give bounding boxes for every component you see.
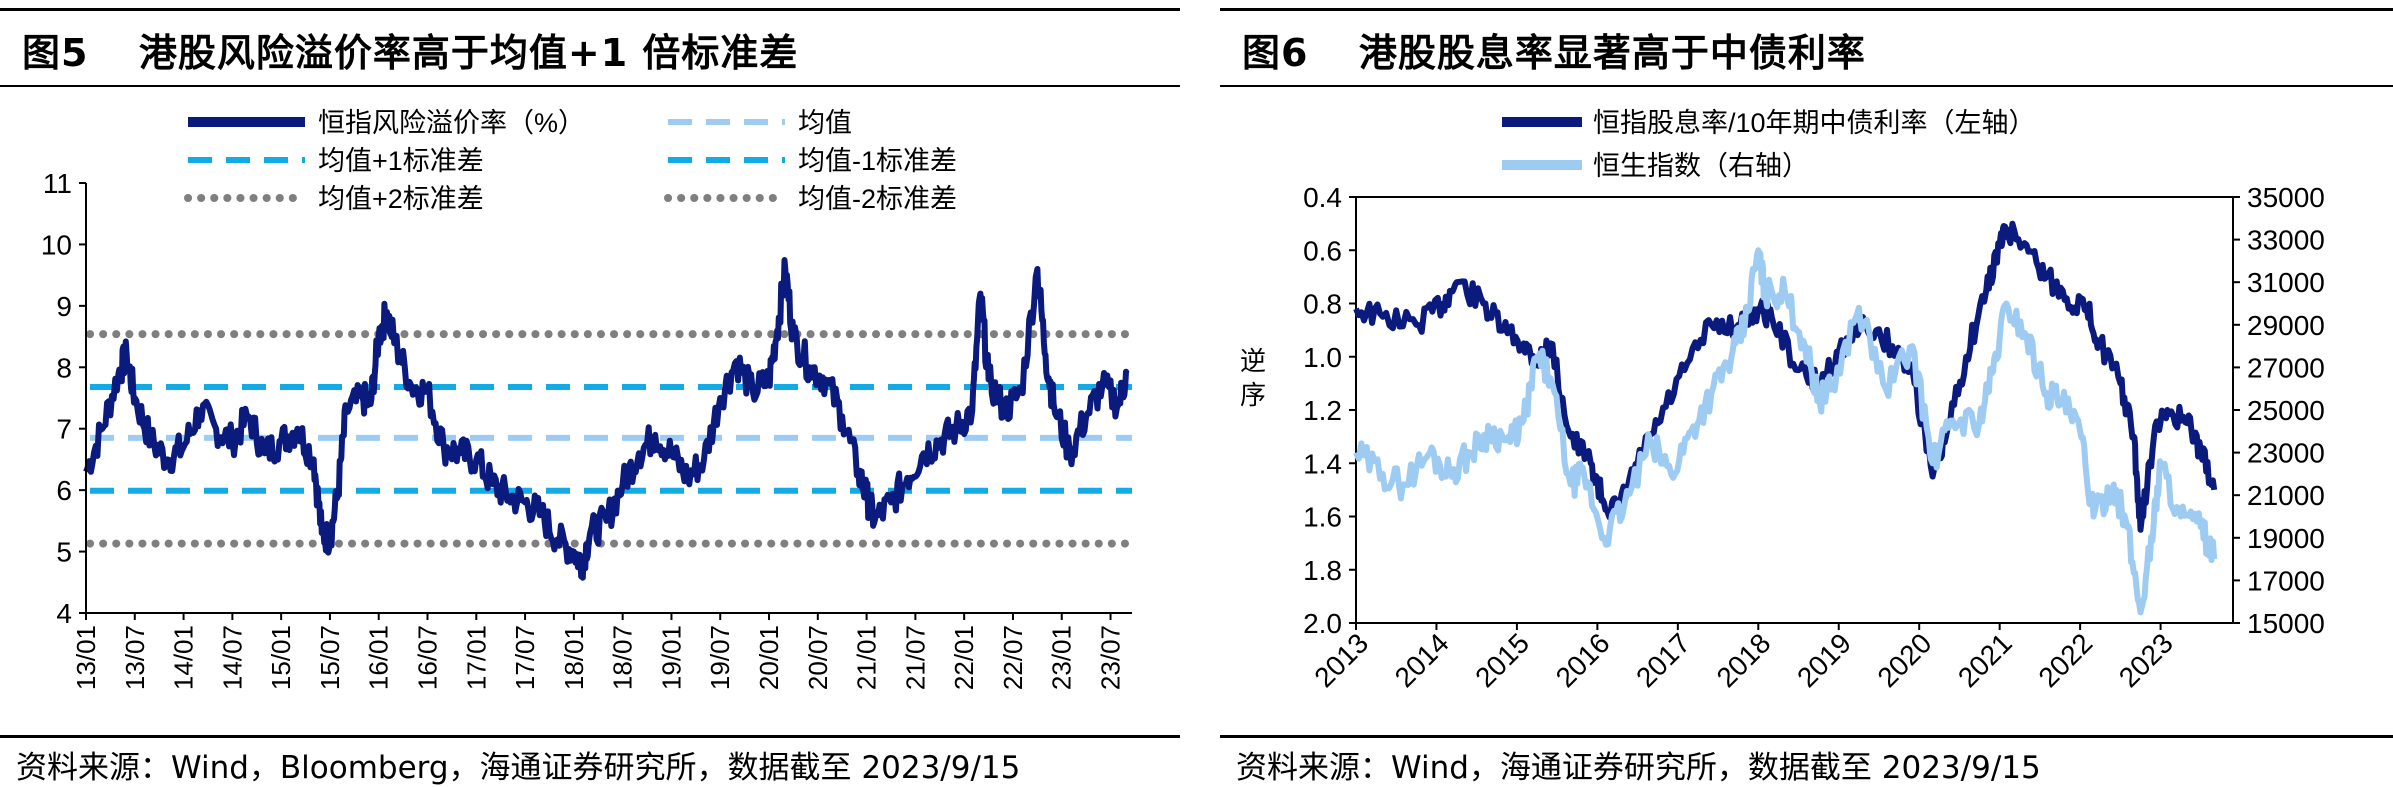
left-axis-label-reversed: 逆序 bbox=[1240, 346, 1266, 410]
x-tick-label: 2016 bbox=[1550, 627, 1616, 693]
left-y-tick-label: 0.6 bbox=[1303, 235, 1342, 266]
left-y-tick-label: 0.8 bbox=[1303, 289, 1342, 320]
y-tick-label: 8 bbox=[56, 352, 72, 383]
left-y-tick-label: 1.2 bbox=[1303, 395, 1342, 426]
x-tick-label: 23/07 bbox=[1096, 625, 1126, 690]
right-y-tick-label: 35000 bbox=[2247, 182, 2325, 213]
x-tick-label: 21/07 bbox=[900, 625, 930, 690]
x-tick-label: 15/07 bbox=[315, 625, 345, 690]
left-plot-area: 4 5 6 7 8 9 10 11 13/01 13/07 14/01 14/07 15/01 15/07… bbox=[41, 168, 1136, 690]
right-figure-title: 图6 港股股息率显著高于中债利率 bbox=[1242, 22, 1866, 77]
y-tick-label: 5 bbox=[56, 537, 72, 568]
x-tick-label: 15/01 bbox=[266, 625, 296, 690]
x-tick-label: 14/07 bbox=[217, 625, 247, 690]
x-tick-label: 16/01 bbox=[364, 625, 394, 690]
x-tick-label: 22/07 bbox=[998, 625, 1028, 690]
right-figure-number: 图6 bbox=[1242, 31, 1309, 75]
plot-frame bbox=[1355, 196, 2234, 624]
right-source-note: 资料来源：Wind，海通证券研究所，数据截至 2023/9/15 bbox=[1236, 750, 2041, 786]
x-tick-label: 17/07 bbox=[510, 625, 540, 690]
legend-label-index-premium: 恒指风险溢价率（%） bbox=[318, 108, 585, 138]
right-y-tick-label: 31000 bbox=[2247, 267, 2325, 298]
bottom-rule bbox=[0, 735, 1180, 738]
right-figure-panel: 图6 港股股息率显著高于中债利率 恒指股息率/10年期中债利率（左轴） 恒生指数… bbox=[1220, 0, 2393, 786]
left-figure-title: 图5 港股风险溢价率高于均值+1 倍标准差 bbox=[22, 22, 798, 77]
x-tick-label: 20/01 bbox=[754, 625, 784, 690]
left-y-tick-label: 1.0 bbox=[1303, 342, 1342, 373]
x-tick-label: 2017 bbox=[1630, 627, 1696, 693]
x-tick-label: 16/07 bbox=[413, 625, 443, 690]
right-y-tick-label: 33000 bbox=[2247, 225, 2325, 256]
legend-label-hang-seng-index: 恒生指数（右轴） bbox=[1593, 151, 1809, 181]
legend-label-mean-minus-2sd: 均值-2标准差 bbox=[798, 184, 957, 214]
x-tick-label: 17/01 bbox=[461, 625, 491, 690]
x-tick-label: 20/07 bbox=[803, 625, 833, 690]
y-tick-label: 11 bbox=[43, 168, 72, 199]
left-legend: 恒指风险溢价率（%） 均值 均值+1标准差 均值-1标准差 均值+2标准差 均值… bbox=[184, 108, 957, 214]
x-tick-label: 2020 bbox=[1871, 627, 1937, 693]
x-tick-label: 23/01 bbox=[1047, 625, 1077, 690]
title-rule bbox=[1220, 85, 2393, 87]
top-rule bbox=[0, 8, 1180, 11]
y-tick-label: 10 bbox=[41, 229, 72, 260]
y-tick-label: 7 bbox=[56, 414, 72, 445]
legend-label-mean-plus-1sd: 均值+1标准差 bbox=[318, 146, 484, 176]
left-y-tick-label: 2.0 bbox=[1303, 608, 1342, 639]
x-tick-label: 2021 bbox=[1952, 627, 2018, 693]
legend-label-mean-plus-2sd: 均值+2标准差 bbox=[318, 184, 484, 214]
x-tick-label: 2015 bbox=[1469, 627, 1535, 693]
right-y-tick-label: 15000 bbox=[2247, 608, 2325, 639]
top-rule bbox=[1220, 8, 2393, 11]
series-line-index-premium bbox=[83, 257, 1130, 581]
left-figure-title-text: 港股风险溢价率高于均值+1 倍标准差 bbox=[138, 31, 799, 75]
right-y-tick-label: 29000 bbox=[2247, 310, 2325, 341]
right-y-tick-label: 17000 bbox=[2247, 565, 2325, 596]
right-legend: 恒指股息率/10年期中债利率（左轴） 恒生指数（右轴） bbox=[1502, 108, 2036, 181]
x-tick-label: 14/01 bbox=[169, 625, 199, 690]
left-chart: 恒指风险溢价率（%） 均值 均值+1标准差 均值-1标准差 均值+2标准差 均值… bbox=[41, 108, 1136, 690]
legend-label-mean: 均值 bbox=[798, 108, 852, 138]
x-tick-label: 18/01 bbox=[559, 625, 589, 690]
x-tick-label: 19/01 bbox=[656, 625, 686, 690]
x-tick-label: 22/01 bbox=[949, 625, 979, 690]
right-y-tick-label: 23000 bbox=[2247, 438, 2325, 469]
right-plot-area: 0.4 0.6 0.8 1.0 1.2 1.4 1.6 1.8 2.0 15000 17000 190… bbox=[1303, 182, 2325, 693]
x-tick-label: 2019 bbox=[1791, 627, 1857, 693]
series-line-hang-seng-index bbox=[1353, 247, 2218, 616]
x-tick-label: 21/01 bbox=[852, 625, 882, 690]
x-tick-label: 2014 bbox=[1389, 627, 1455, 693]
x-tick-label: 2023 bbox=[2113, 627, 2179, 693]
title-rule bbox=[0, 85, 1180, 87]
left-y-tick-label: 1.6 bbox=[1303, 502, 1342, 533]
x-tick-label: 13/07 bbox=[120, 625, 150, 690]
x-tick-label: 2022 bbox=[2032, 627, 2098, 693]
right-y-tick-label: 27000 bbox=[2247, 352, 2325, 383]
right-chart: 恒指股息率/10年期中债利率（左轴） 恒生指数（右轴） 逆序 0.4 0.6 0.8… bbox=[1240, 108, 2325, 693]
legend-label-mean-minus-1sd: 均值-1标准差 bbox=[798, 146, 957, 176]
series-line-yield-ratio bbox=[1353, 220, 2218, 533]
x-tick-label: 19/07 bbox=[705, 625, 735, 690]
right-y-tick-label: 21000 bbox=[2247, 480, 2325, 511]
y-tick-label: 4 bbox=[56, 598, 72, 629]
right-figure-title-text: 港股股息率显著高于中债利率 bbox=[1358, 31, 1866, 75]
left-y-tick-label: 1.4 bbox=[1303, 448, 1342, 479]
right-y-tick-label: 19000 bbox=[2247, 523, 2325, 554]
left-figure-number: 图5 bbox=[22, 31, 89, 75]
left-y-tick-label: 0.4 bbox=[1303, 182, 1342, 213]
left-y-tick-label: 1.8 bbox=[1303, 555, 1342, 586]
x-tick-label: 2018 bbox=[1711, 627, 1777, 693]
y-tick-label: 9 bbox=[56, 291, 72, 322]
left-figure-panel: 图5 港股风险溢价率高于均值+1 倍标准差 恒指风险溢价率（%） 均值 均值+1… bbox=[0, 0, 1180, 786]
x-tick-label: 18/07 bbox=[608, 625, 638, 690]
x-tick-label: 13/01 bbox=[71, 625, 101, 690]
left-source-note: 资料来源：Wind，Bloomberg，海通证券研究所，数据截至 2023/9/… bbox=[16, 750, 1021, 786]
legend-label-yield-ratio: 恒指股息率/10年期中债利率（左轴） bbox=[1593, 108, 2036, 138]
y-tick-label: 6 bbox=[56, 475, 72, 506]
bottom-rule bbox=[1220, 735, 2393, 738]
right-y-tick-label: 25000 bbox=[2247, 395, 2325, 426]
